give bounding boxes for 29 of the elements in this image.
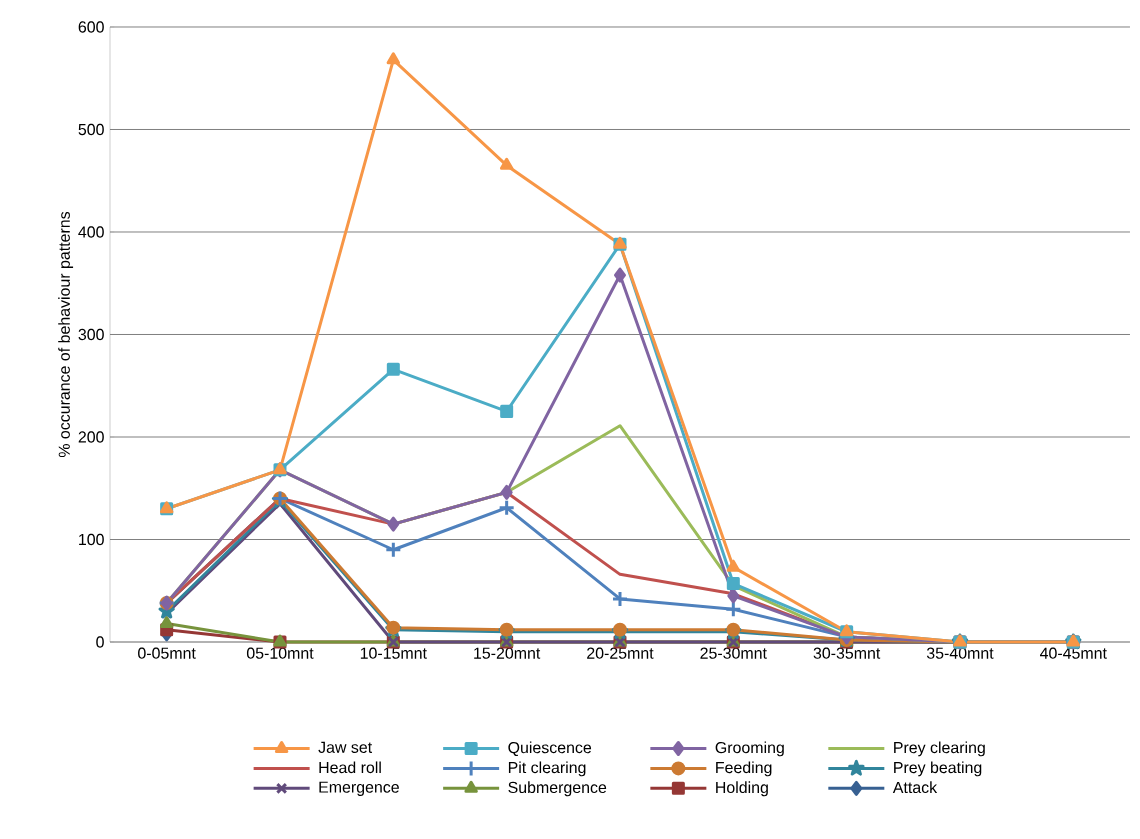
- legend-label: Holding: [716, 781, 768, 797]
- x-tick-label: 40-45mnt: [1040, 647, 1107, 659]
- legend-label: Feeding: [716, 761, 772, 777]
- legend-label: Prey clearing: [894, 741, 985, 757]
- y-tick-label: 100: [79, 533, 104, 546]
- x-tick-label: 35-40mnt: [926, 647, 994, 659]
- legend-label: Jaw set: [318, 741, 373, 753]
- x-tick-label: 0-05mnt: [138, 647, 196, 659]
- x-tick-label: 15-20mnt: [474, 647, 541, 659]
- x-tick-label: 10-15mnt: [360, 647, 427, 659]
- legend-label: Head roll: [319, 761, 381, 774]
- x-tick-label: 05-10mnt: [246, 647, 314, 659]
- legend-label: Submergence: [508, 781, 607, 797]
- y-tick-label: 600: [78, 21, 104, 33]
- x-tick-label: 25-30mnt: [700, 647, 767, 659]
- legend-label: Quiescence: [508, 741, 592, 757]
- x-tick-label: 30-35mnt: [813, 647, 881, 659]
- y-axis-title: % occurance of behaviour patterns: [58, 211, 74, 458]
- legend-label: Emergence: [319, 781, 399, 796]
- legend-label: Attack: [892, 781, 938, 794]
- y-tick-label: 500: [78, 123, 104, 136]
- y-tick-label: 0: [96, 636, 104, 648]
- legend-label: Pit clearing: [508, 761, 586, 777]
- y-tick-label: 400: [78, 226, 104, 238]
- y-tick-label: 200: [78, 431, 104, 443]
- legend-label: Prey beating: [894, 761, 982, 777]
- y-tick-label: 300: [78, 328, 104, 341]
- x-tick-label: 20-25mnt: [587, 647, 654, 659]
- legend-label: Grooming: [715, 741, 784, 757]
